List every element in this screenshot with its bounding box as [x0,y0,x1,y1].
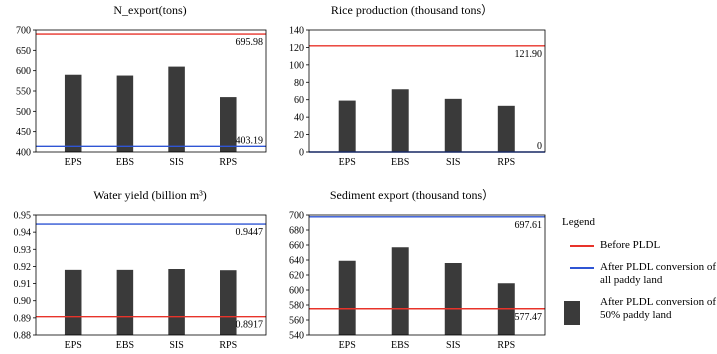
chart-rice-production: Rice production (thousand tons） 0 20 40 60 80… [289,3,546,168]
bar-ebs [391,89,409,152]
y-tick-label: 100 [289,60,304,71]
chart-title: N_export(tons) [113,3,186,17]
reference-line-label: 0.9447 [236,227,264,238]
y-tick-label: 400 [16,148,31,159]
x-tick-label: EPS [65,157,82,168]
chart-title: Water yield (billion m³) [93,188,207,202]
y-tick-label: 500 [16,107,31,118]
y-tick-label: 700 [289,211,304,222]
y-tick-label: 0.89 [14,313,32,324]
y-tick-label: 0.92 [14,262,32,273]
legend-swatch-after-50 [564,301,580,325]
y-tick-label: 0.93 [14,245,32,256]
bar-rps [497,105,515,152]
legend-swatch-before [570,245,594,247]
legend-label-after-all: After PLDL conversion of all paddy land [600,261,716,286]
y-tick-label: 0.90 [14,296,32,307]
x-tick-label: EPS [339,157,356,168]
y-tick-label: 60 [294,95,304,106]
x-tick-label: EBS [391,340,409,351]
bar-sis [444,98,462,152]
y-tick-label: 660 [289,241,304,252]
y-tick-label: 540 [289,331,304,342]
bar-rps [220,270,237,335]
reference-line-label: 577.47 [515,312,543,323]
legend-item-after-50: After PLDL conversion of 50% paddy land [562,296,717,325]
y-tick-label: 120 [289,43,304,54]
x-tick-label: SIS [446,340,460,351]
plot-frame [35,29,267,153]
x-tick-label: EPS [339,340,356,351]
x-tick-label: EBS [116,340,134,351]
legend: Legend Before PLDL After PLDL conversion… [562,216,717,331]
chart-title: Sediment export (thousand tons） [330,188,494,202]
y-tick-label: 450 [16,127,31,138]
x-tick-label: EBS [391,157,409,168]
x-tick-label: RPS [497,340,515,351]
bar-eps [338,260,356,335]
x-tick-label: SIS [446,157,460,168]
y-tick-label: 0.91 [14,279,32,290]
bar-sis [444,263,462,335]
y-tick-label: 0.94 [14,228,32,239]
plot-frame [308,214,546,336]
x-tick-label: EPS [65,340,82,351]
y-tick-label: 560 [289,316,304,327]
legend-title: Legend [562,216,595,228]
legend-label-before: Before PLDL [600,239,661,251]
bar-eps [338,100,356,152]
chart-n-export: N_export(tons) 400 450 500 550 600 650 700 EPS EB… [16,3,267,168]
y-tick-label: 600 [289,286,304,297]
x-tick-label: SIS [169,340,183,351]
plot-frame [308,29,546,153]
bar-ebs [116,269,134,335]
bar-ebs [116,75,134,152]
bar-eps [64,74,82,152]
x-tick-label: EBS [116,157,134,168]
y-tick-label: 80 [294,78,304,89]
x-tick-label: SIS [169,157,183,168]
y-tick-label: 550 [16,87,31,98]
y-tick-label: 700 [16,26,31,37]
reference-line-label: 0.8917 [236,320,264,331]
y-tick-label: 140 [289,26,304,37]
reference-line-label: 0 [537,141,542,152]
bar-ebs [391,247,409,335]
y-tick-label: 640 [289,256,304,267]
plot-frame [35,214,267,336]
reference-line-label: 121.90 [515,49,543,60]
x-tick-label: RPS [497,157,515,168]
x-tick-label: RPS [219,340,237,351]
bar-eps [64,269,82,335]
bar-sis [168,66,185,152]
legend-item-after-all: After PLDL conversion of all paddy land [562,261,717,287]
y-tick-label: 0 [299,148,304,159]
y-tick-label: 680 [289,226,304,237]
y-tick-label: 0.88 [14,331,32,342]
chart-water-yield: Water yield (billion m³) 0.88 0.89 0.90 0.91… [14,188,267,351]
bar-sis [168,269,185,335]
y-tick-label: 620 [289,271,304,282]
chart-title: Rice production (thousand tons） [331,3,493,17]
chart-sediment-export: Sediment export (thousand tons） 540 560 580… [289,188,546,351]
y-tick-label: 20 [294,130,304,141]
reference-line-label: 695.98 [236,37,264,48]
y-tick-label: 40 [294,113,304,124]
reference-line-label: 697.61 [515,220,543,231]
reference-line-label: 403.19 [236,135,264,146]
bar-rps [220,97,237,152]
y-tick-label: 580 [289,301,304,312]
y-tick-label: 0.95 [14,211,32,222]
legend-label-after-50: After PLDL conversion of 50% paddy land [600,296,716,321]
legend-swatch-after-all [570,267,594,269]
y-tick-label: 650 [16,46,31,57]
y-tick-label: 600 [16,66,31,77]
legend-item-before: Before PLDL [562,239,717,252]
x-tick-label: RPS [219,157,237,168]
